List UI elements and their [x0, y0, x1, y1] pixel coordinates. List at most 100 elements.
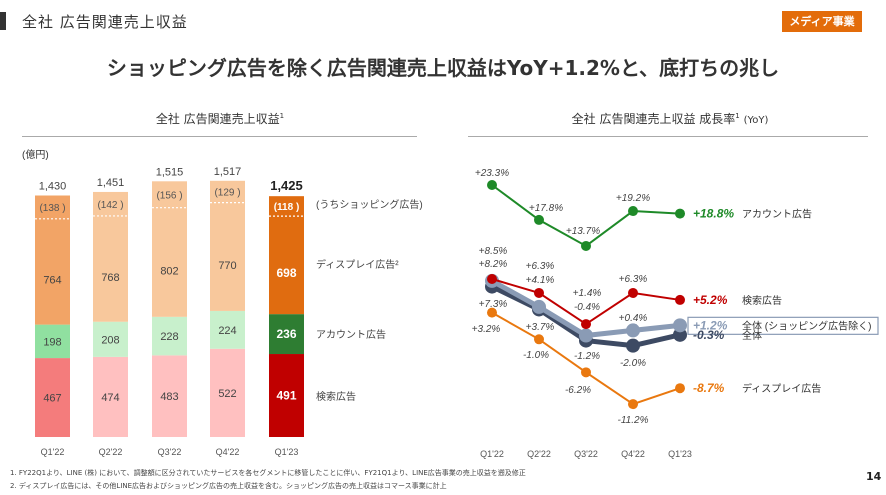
point-label: -0.4% — [574, 302, 600, 313]
bar-value-label: 698 — [276, 266, 296, 280]
point-label: +4.1% — [526, 275, 555, 286]
shopping-value-label: (156 ) — [156, 190, 182, 201]
point-label: +3.7% — [526, 322, 555, 333]
legend-shopping: (うちショッピング広告) — [316, 198, 423, 211]
section-title: 全社 広告関連売上収益 — [22, 13, 188, 31]
x-tick-label: Q1'23 — [275, 447, 299, 457]
series-point — [675, 208, 685, 219]
bar-segment — [210, 180, 245, 311]
bar-value-label: 802 — [160, 265, 178, 277]
series-name-label: 検索広告 — [742, 294, 782, 307]
bar-segment — [35, 195, 70, 325]
legend-0: 検索広告 — [316, 390, 356, 403]
series-name-label: 全体 — [742, 329, 762, 342]
series-point — [487, 273, 497, 284]
point-label: +3.2% — [472, 324, 501, 335]
bar-value-label: 228 — [160, 331, 178, 343]
series-point — [534, 334, 544, 345]
x-tick-label: Q3'22 — [574, 449, 598, 459]
footnote-2: 2. ディスプレイ広告には、その他LINE広告およびショッピング広告の売上収益を… — [10, 482, 447, 490]
bar-segment — [35, 324, 70, 359]
bar-chart-rule — [22, 136, 417, 137]
headline: ショッピング広告を除く広告関連売上収益はYoY+1.2%と、底打ちの兆し — [106, 56, 780, 80]
segment-badge: メディア事業 — [782, 11, 862, 32]
x-tick-label: Q2'22 — [527, 449, 551, 459]
line-chart: +23.3% +17.8% +13.7% +19.2% +8.5% +6.3% +1.4% +… — [472, 168, 879, 459]
line-chart-title: 全社 広告関連売上収益 成長率1 (YoY) — [470, 110, 870, 127]
header-accent-bar — [0, 12, 6, 30]
series-point — [628, 287, 638, 298]
bar-segment — [152, 316, 187, 356]
bar-value-label: 764 — [43, 275, 61, 287]
line-title-note: 1 — [735, 112, 740, 120]
line-chart-title-text: 全社 広告関連売上収益 成長率 — [571, 112, 736, 126]
series-point — [626, 323, 640, 338]
point-label: +8.5% — [479, 246, 508, 257]
bar-title-note: 1 — [279, 112, 285, 120]
bar-segment — [93, 321, 128, 357]
x-tick-label: Q2'22 — [99, 447, 123, 457]
bar-value-label: 198 — [43, 336, 61, 348]
bar-total-label: 1,517 — [214, 166, 242, 178]
bar-segment — [269, 314, 304, 355]
series-point — [532, 299, 546, 314]
point-label: +17.8% — [529, 203, 563, 214]
bar-value-label: 770 — [218, 260, 236, 272]
point-label: -2.0% — [620, 358, 646, 369]
series-name-label: 全体 (ショッピング広告除く) — [742, 319, 871, 332]
unit-label: (億円) — [22, 148, 49, 161]
bar-total-label: 1,515 — [156, 166, 184, 178]
point-label: +0.4% — [619, 313, 648, 324]
end-value-label: -8.7% — [693, 381, 725, 395]
series-point — [534, 287, 544, 298]
series-point — [581, 319, 591, 330]
bar-segment — [93, 356, 128, 437]
series-point — [675, 383, 685, 394]
legend-1: アカウント広告 — [316, 328, 386, 341]
shopping-value-label: (138 ) — [39, 203, 65, 214]
point-label: +13.7% — [566, 226, 600, 237]
bar-value-label: 522 — [218, 388, 236, 400]
x-tick-label: Q4'22 — [621, 449, 645, 459]
end-value-label: -0.3% — [693, 328, 725, 342]
bar-segment — [269, 196, 304, 315]
end-value-label: +18.8% — [693, 207, 734, 221]
bar-total-label: 1,430 — [39, 180, 67, 192]
point-label: +6.3% — [619, 274, 648, 285]
bar-chart-title: 全社 広告関連売上収益1 — [20, 110, 420, 127]
x-tick-label: Q3'22 — [158, 447, 182, 457]
point-label: -1.2% — [574, 351, 600, 362]
end-value-label: +1.2% — [693, 318, 728, 332]
point-label: +1.4% — [573, 288, 602, 299]
x-tick-label: Q1'23 — [668, 449, 692, 459]
bar-segment — [152, 355, 187, 437]
bar-value-label: 474 — [101, 392, 119, 404]
bar-segment — [152, 181, 187, 317]
series-point — [628, 399, 638, 410]
point-label: +6.3% — [526, 261, 555, 272]
shopping-value-label: (129 ) — [214, 188, 240, 199]
series-point — [675, 294, 685, 305]
point-label: -11.2% — [618, 415, 649, 426]
series-point — [534, 214, 544, 225]
series-point — [628, 206, 638, 217]
bar-segment — [35, 358, 70, 437]
bar-value-label: 483 — [160, 391, 178, 403]
x-tick-label: Q4'22 — [216, 447, 240, 457]
line-chart-rule — [468, 136, 868, 137]
line-title-suffix: (YoY) — [743, 115, 769, 126]
bar-segment — [93, 191, 128, 322]
bar-value-label: 491 — [276, 389, 296, 403]
x-tick-label: Q1'22 — [480, 449, 504, 459]
point-label: +19.2% — [616, 193, 650, 204]
point-label: -6.2% — [565, 385, 591, 396]
series-point — [487, 180, 497, 190]
bar-value-label: 236 — [276, 327, 296, 341]
bar-total-label: 1,425 — [270, 178, 303, 193]
point-label: +23.3% — [475, 168, 509, 179]
highlight-box — [687, 316, 879, 335]
series-name-label: ディスプレイ広告 — [742, 382, 821, 395]
bar-value-label: 768 — [101, 272, 119, 284]
bar-segment — [269, 354, 304, 437]
point-label: -1.0% — [523, 350, 549, 361]
